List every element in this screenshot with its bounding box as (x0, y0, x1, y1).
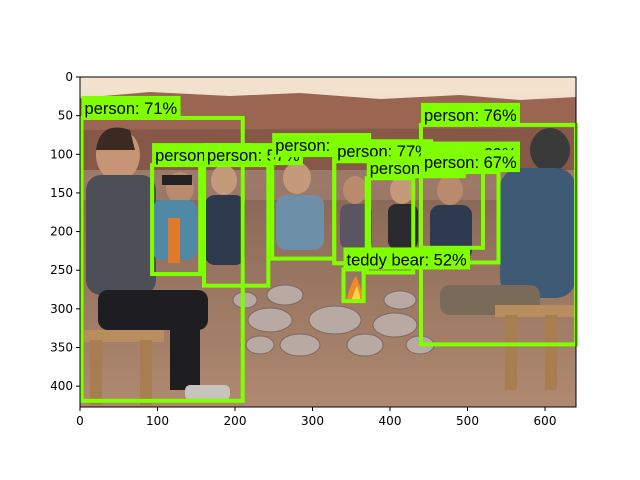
axes: 0 100 200 300 400 500 600 0 50 100 150 200 250 300 35… (50, 70, 577, 428)
y-axis-ticks: 0 50 100 150 200 250 300 350 400 (50, 70, 80, 393)
detection: teddy bear: 52% (341, 247, 470, 304)
y-tick-label: 100 (50, 147, 73, 161)
x-tick-label: 300 (301, 414, 324, 428)
detection-overlays: person: 71% person: 76%person: 57%person:… (79, 95, 578, 403)
detection: person: 71% (79, 95, 245, 403)
y-tick-label: 350 (50, 340, 73, 354)
x-tick-label: 500 (456, 414, 479, 428)
x-axis-ticks: 0 100 200 300 400 500 600 (76, 407, 556, 428)
detection-label-background (421, 102, 520, 125)
y-tick-label: 300 (50, 302, 73, 316)
y-tick-label: 50 (58, 109, 73, 123)
x-tick-label: 100 (146, 414, 169, 428)
detection-label: teddy bear: 52% (347, 251, 467, 269)
detection-label: person: 76% (424, 107, 517, 125)
detection-label: person: 67% (424, 154, 517, 172)
x-tick-label: 400 (379, 414, 402, 428)
y-tick-label: 0 (65, 70, 73, 84)
y-tick-label: 150 (50, 186, 73, 200)
y-tick-label: 200 (50, 225, 73, 239)
detection-label: person: 71% (85, 100, 178, 118)
detection-label-background (334, 139, 434, 162)
detection-label-background (81, 95, 181, 118)
axes-frame (79, 76, 577, 408)
detection-label-background (343, 247, 470, 270)
x-tick-label: 600 (534, 414, 557, 428)
x-tick-label: 0 (76, 414, 84, 428)
detection-label-background (421, 150, 520, 173)
y-tick-label: 400 (50, 379, 73, 393)
x-tick-label: 200 (224, 414, 247, 428)
y-tick-label: 250 (50, 263, 73, 277)
